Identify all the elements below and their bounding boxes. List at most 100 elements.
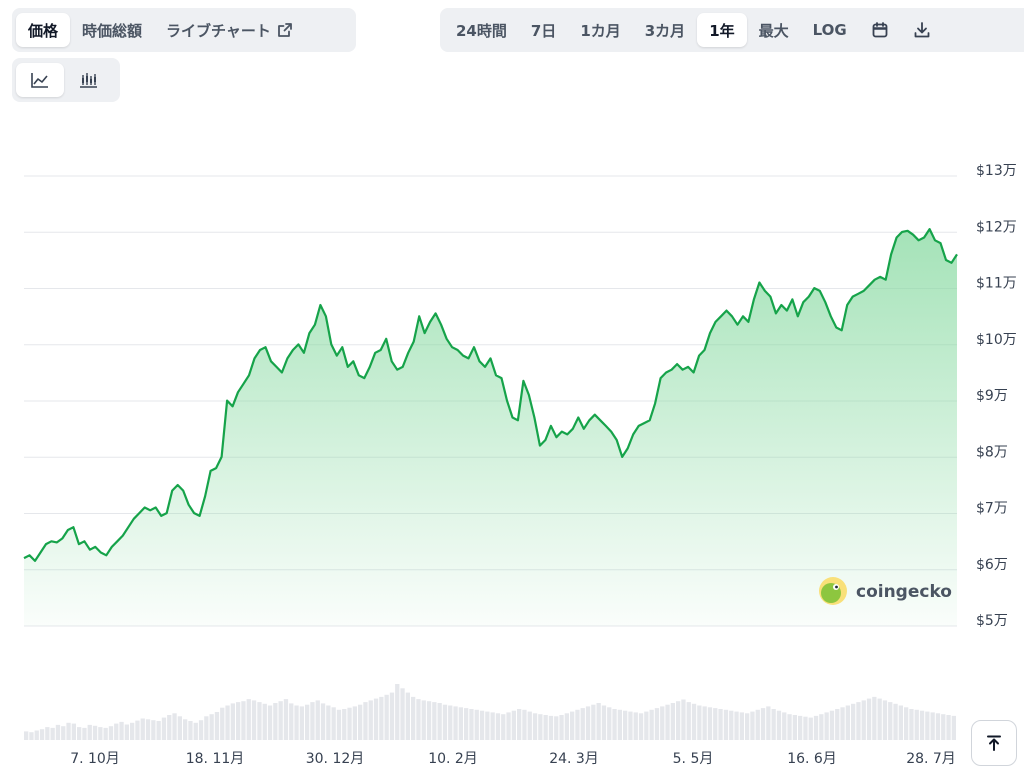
y-tick-label: $12万 <box>976 219 1017 235</box>
volume-bar <box>469 709 474 740</box>
volume-bar <box>204 716 209 740</box>
tab-range-1m[interactable]: 1カ月 <box>568 13 632 47</box>
volume-bar <box>941 714 946 740</box>
volume-bar <box>50 727 55 740</box>
volume-bar <box>294 705 299 740</box>
volume-bar <box>198 720 204 740</box>
volume-bar <box>617 709 622 740</box>
volume-bar <box>771 709 776 740</box>
volume-bar <box>24 731 29 740</box>
tab-range-24h[interactable]: 24時間 <box>444 13 519 47</box>
volume-bar <box>395 684 400 740</box>
volume-bar <box>638 713 644 740</box>
volume-bar <box>554 716 559 740</box>
scroll-top-button[interactable] <box>971 720 1017 766</box>
watermark-text: coingecko <box>856 582 952 602</box>
y-tick-label: $10万 <box>976 332 1017 348</box>
volume-bar <box>71 723 76 740</box>
volume-bar <box>161 717 167 740</box>
volume-bar <box>681 699 686 740</box>
volume-bar <box>172 713 177 740</box>
price-area <box>24 229 957 626</box>
x-tick-label: 16. 6月 <box>787 751 837 767</box>
volume-bar <box>458 707 463 740</box>
candlestick-chart-button[interactable] <box>64 63 112 97</box>
tab-range-1y[interactable]: 1年 <box>697 13 747 47</box>
line-chart-button[interactable] <box>16 63 64 97</box>
time-range-tabs: 24時間 7日 1カ月 3カ月 1年 最大 LOG <box>440 8 1024 52</box>
volume-bar <box>283 699 289 740</box>
volume-bar <box>384 694 389 740</box>
volume-bar <box>214 712 220 740</box>
volume-bar <box>782 712 787 740</box>
volume-bar <box>151 720 156 740</box>
tab-range-log[interactable]: LOG <box>801 13 859 47</box>
volume-bar <box>479 710 485 740</box>
volume-bar <box>628 711 633 740</box>
volume-bar <box>352 706 357 740</box>
volume-bar <box>273 703 278 740</box>
y-tick-label: $7万 <box>976 501 1008 517</box>
volume-bar <box>421 700 426 740</box>
tab-market-cap-label: 時価総額 <box>82 21 143 40</box>
volume-bar <box>803 716 808 740</box>
tab-range-7d-label: 7日 <box>530 21 557 40</box>
volume-bar <box>193 722 198 740</box>
volume-bar <box>702 706 707 740</box>
volume-bar <box>373 698 379 740</box>
tab-market-cap[interactable]: 時価総額 <box>70 13 154 47</box>
volume-bar <box>585 706 591 740</box>
tab-range-7d[interactable]: 7日 <box>519 13 568 47</box>
volume-bar <box>501 714 506 740</box>
volume-bar <box>426 701 432 740</box>
volume-bar <box>644 711 649 740</box>
y-tick-label: $13万 <box>976 163 1017 179</box>
volume-bar <box>61 726 66 740</box>
volume-bar <box>87 724 92 740</box>
volume-bar <box>532 713 538 740</box>
volume-bar <box>145 719 151 740</box>
x-tick-label: 5. 5月 <box>673 751 714 767</box>
volume-bar <box>495 713 501 740</box>
volume-bar <box>570 711 575 740</box>
volume-bar <box>336 709 342 740</box>
volume-bar <box>45 727 50 740</box>
volume-bar <box>691 703 697 740</box>
volume-bar <box>819 714 824 740</box>
volume-bar <box>506 712 511 740</box>
volume-bar <box>368 700 373 740</box>
volume-bar <box>289 703 294 740</box>
volume-bar <box>114 723 119 740</box>
y-tick-label: $8万 <box>976 444 1008 460</box>
volume-bar <box>432 702 437 740</box>
volume-bar <box>930 712 935 740</box>
tab-range-1y-label: 1年 <box>709 21 735 40</box>
volume-bar <box>914 709 919 740</box>
volume-bar <box>448 705 453 740</box>
volume-bar <box>103 727 108 740</box>
volume-bar <box>220 707 225 740</box>
volume-bar <box>877 698 882 740</box>
tab-range-max-label: 最大 <box>758 21 789 40</box>
chart-type-tabs: 価格 時価総額 ライブチャート <box>12 8 356 52</box>
tab-price[interactable]: 価格 <box>16 13 71 47</box>
tab-range-1m-label: 1カ月 <box>580 21 621 40</box>
volume-bar <box>776 710 782 740</box>
volume-bar <box>925 711 930 740</box>
volume-bar <box>745 713 750 740</box>
volume-bar <box>437 703 442 740</box>
volume-bar <box>951 715 956 740</box>
volume-bar <box>888 702 893 740</box>
date-range-button[interactable] <box>859 13 901 47</box>
volume-bar <box>750 711 755 740</box>
volume-bar <box>209 714 214 740</box>
tab-range-max[interactable]: 最大 <box>747 13 801 47</box>
tab-live-chart[interactable]: ライブチャート <box>154 13 305 47</box>
volume-bar <box>755 709 760 740</box>
volume-bar <box>347 707 352 740</box>
tab-range-3m[interactable]: 3カ月 <box>633 13 697 47</box>
volume-bar <box>591 704 596 740</box>
download-button[interactable] <box>901 13 943 47</box>
watermark: coingecko <box>819 577 952 605</box>
volume-bar <box>400 688 405 740</box>
